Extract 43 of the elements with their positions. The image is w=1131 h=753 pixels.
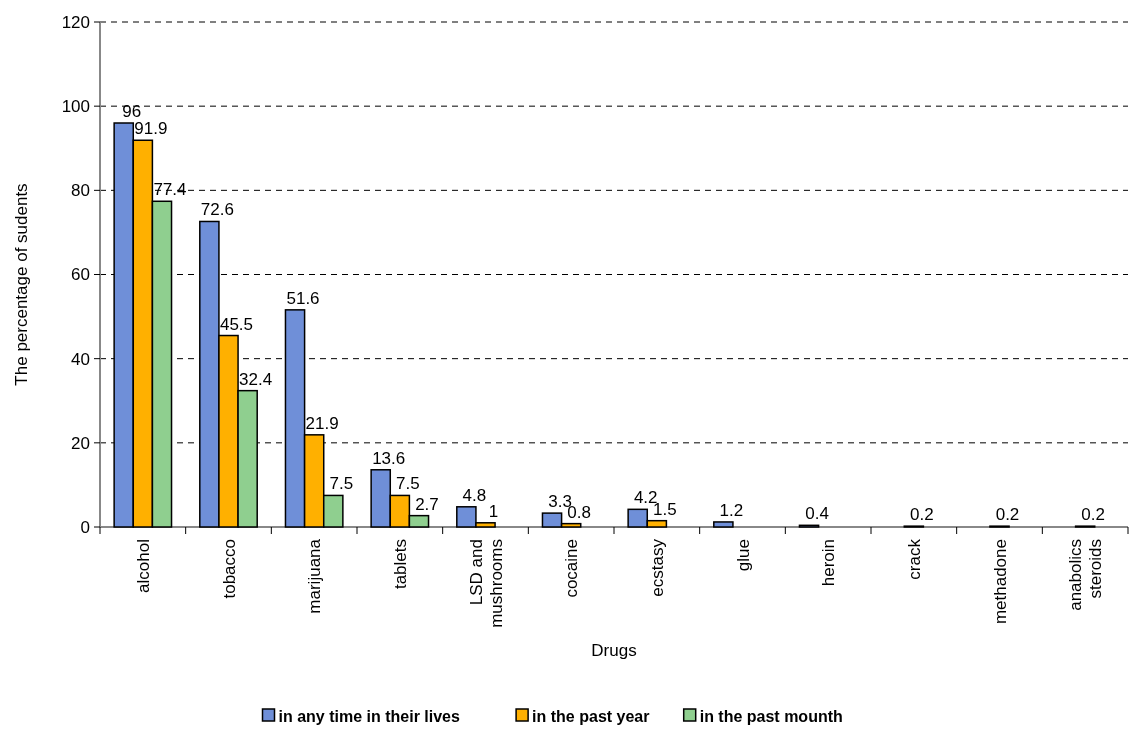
data-label: 32.4: [239, 369, 273, 389]
legend-label: in the past mounth: [699, 707, 843, 725]
x-axis-title: Drugs: [591, 641, 637, 660]
x-tick-label: tablets: [390, 539, 410, 590]
data-label: 45.5: [219, 314, 254, 334]
data-label: 0.2: [995, 505, 1020, 525]
data-label: 21.9: [305, 413, 339, 433]
data-label: 77.4: [153, 180, 187, 200]
y-tick-label: 100: [61, 97, 90, 117]
y-tick-label: 120: [61, 12, 90, 32]
y-axis-title: The percentage of sudents: [12, 183, 31, 386]
y-tick-label: 60: [71, 265, 90, 285]
x-tick-label: tobacco: [219, 539, 239, 599]
x-tick-label: alcohol: [133, 539, 153, 593]
data-label: 1: [488, 501, 499, 521]
y-tick-label: 0: [80, 517, 90, 537]
x-tick-label: methadone: [990, 539, 1010, 625]
legend-label: in the past year: [532, 707, 650, 725]
data-label: 7.5: [329, 474, 354, 494]
data-label: 0.2: [910, 505, 934, 525]
data-label: 0.2: [1081, 505, 1105, 525]
data-label: 4.8: [462, 485, 487, 505]
x-tick-label: crack: [904, 538, 924, 580]
data-label: 72.6: [200, 200, 234, 220]
data-label: 2.7: [415, 494, 439, 514]
x-tick-label: anabolics steroids: [1066, 539, 1106, 611]
data-label: 7.5: [396, 474, 420, 494]
y-tick-label: 40: [71, 349, 90, 369]
data-label: 1.2: [719, 500, 744, 520]
x-tick-label: ecstasy: [647, 538, 667, 597]
data-label: 13.6: [372, 448, 406, 468]
data-label: 91.9: [134, 119, 168, 139]
bar: [713, 521, 734, 528]
y-tick-label: 20: [71, 433, 90, 453]
legend-label: in any time in their lives: [278, 707, 460, 725]
x-tick-label: cocaine: [562, 539, 582, 598]
data-label: 0.4: [805, 504, 829, 524]
x-tick-label: marijuana: [305, 538, 325, 614]
y-tick-label: 80: [71, 181, 90, 201]
x-tick-label: glue: [733, 539, 753, 572]
x-tick-label: heroin: [819, 539, 839, 587]
data-label: 51.6: [286, 288, 320, 308]
data-label: 96: [122, 102, 142, 121]
